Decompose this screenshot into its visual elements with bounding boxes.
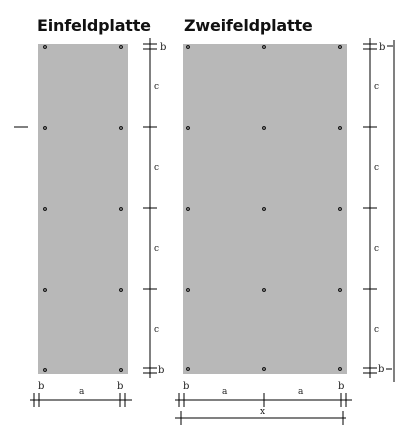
anchor-point [338,45,342,49]
anchor-point [338,288,342,292]
anchor-point [186,207,190,211]
anchor-point [262,45,266,49]
anchor-point [262,367,266,371]
anchor-point [338,367,342,371]
anchor-point [186,288,190,292]
dim-label-c: c [374,244,379,254]
dim-label-c: c [154,244,159,254]
anchor-point [119,368,123,372]
anchor-point [262,288,266,292]
dim-label-x: x [260,407,265,417]
anchor-point [186,45,190,49]
dim-label-b: b [158,365,164,376]
dim-label-b: b [378,364,384,375]
dim-label-b: b [338,381,344,392]
anchor-point [119,207,123,211]
anchors-double [186,45,342,371]
anchor-point [338,207,342,211]
anchor-point [262,126,266,130]
title-einfeldplatte: Einfeldplatte [37,16,151,35]
dim-label-b: b [38,381,44,392]
anchor-point [43,45,47,49]
dim-label-c: c [154,325,159,335]
title-zweifeldplatte: Zweifeldplatte [184,16,313,35]
anchor-point [119,45,123,49]
horizontal-dimension-single [30,393,132,407]
anchor-point [262,207,266,211]
vertical-dimension-double [363,38,377,378]
anchor-point [338,126,342,130]
horizontal-dimension-double [175,393,352,425]
dim-label-b: b [117,381,123,392]
dim-label-b: b [160,42,166,53]
anchors-single [43,45,123,372]
anchor-point [43,368,47,372]
anchor-point [119,126,123,130]
plate-single [38,44,128,374]
dim-label-b: b [183,381,189,392]
dim-label-b: b [379,42,385,53]
vertical-dimension-single [143,38,157,378]
dim-label-a: a [222,387,228,397]
anchor-point [43,288,47,292]
dim-label-c: c [154,82,159,92]
anchor-point [186,126,190,130]
dim-label-c: c [374,325,379,335]
anchor-point [119,288,123,292]
dim-label-a: a [298,387,304,397]
anchor-point [43,207,47,211]
dim-label-c: c [374,163,379,173]
dim-label-c: c [374,82,379,92]
dim-label-a: a [79,387,85,397]
anchor-point [186,367,190,371]
anchor-point [43,126,47,130]
dim-label-c: c [154,163,159,173]
